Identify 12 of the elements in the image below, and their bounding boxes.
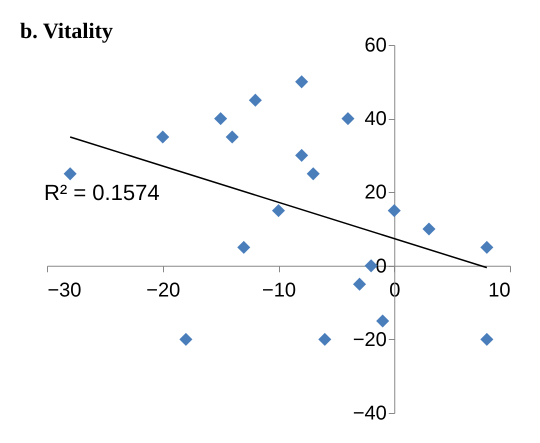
annotation: R² = 0.1574 bbox=[44, 180, 160, 205]
x-tick-label: 10 bbox=[488, 279, 510, 302]
y-tick-label: 0 bbox=[376, 255, 387, 278]
y-tick-label: 60 bbox=[364, 34, 387, 56]
x-tick-label: −20 bbox=[146, 279, 180, 302]
y-tick-label: 40 bbox=[364, 108, 387, 130]
y-tick-label: −20 bbox=[352, 328, 387, 351]
y-tick-label: −40 bbox=[352, 402, 387, 424]
x-tick-label: −10 bbox=[262, 279, 296, 302]
chart-title: b. Vitality bbox=[20, 18, 113, 43]
x-tick-label: −30 bbox=[48, 279, 82, 302]
y-tick-label: 20 bbox=[364, 182, 387, 204]
